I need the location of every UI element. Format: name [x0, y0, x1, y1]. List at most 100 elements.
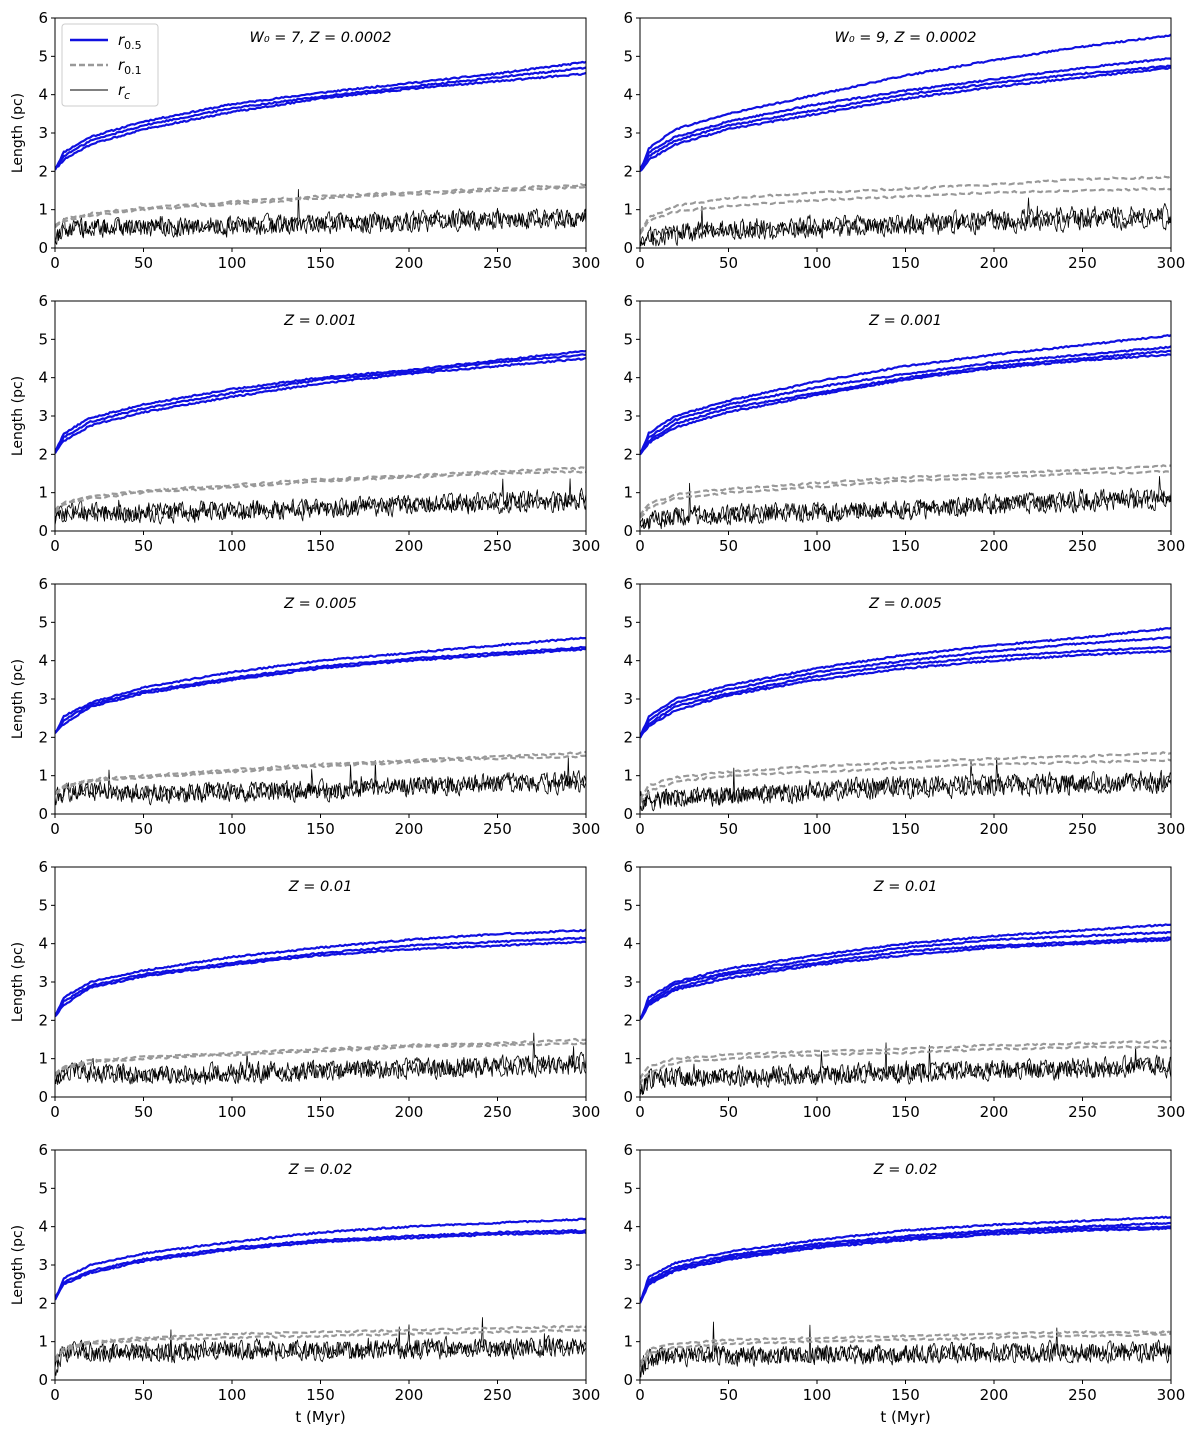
series-line-r05 [55, 60, 586, 171]
series-line-r01 [55, 185, 586, 229]
panel-title: Z = 0.02 [873, 1162, 938, 1178]
y-tick-label: 4 [38, 935, 48, 953]
x-tick-label: 200 [395, 537, 424, 555]
x-tick-label: 250 [483, 820, 512, 838]
series-line-r05 [640, 936, 1171, 1021]
plot-area [55, 1217, 586, 1376]
x-tick-label: 0 [635, 537, 645, 555]
x-axis-label: t (Myr) [880, 1408, 930, 1426]
x-tick-label: 0 [635, 1386, 645, 1404]
y-tick-label: 2 [38, 1294, 48, 1312]
y-tick-label: 6 [38, 858, 48, 876]
x-tick-label: 50 [719, 820, 738, 838]
x-tick-label: 50 [719, 1386, 738, 1404]
x-tick-label: 0 [50, 1103, 60, 1121]
y-tick-label: 2 [623, 1294, 633, 1312]
x-tick-label: 200 [395, 1386, 424, 1404]
series-line-r05 [55, 71, 586, 171]
x-tick-label: 150 [306, 1103, 335, 1121]
x-tick-label: 0 [635, 254, 645, 272]
panel-3: 0 1 2 3 4 5 6 0 50 100 150 200 250 300 Z = 0.001 Length… [10, 292, 600, 555]
series-line-r05 [640, 626, 1171, 739]
legend: r0.5 r0.1 rc [61, 23, 159, 107]
y-tick-label: 0 [623, 805, 633, 823]
series-line-r05 [640, 345, 1171, 455]
plot-area [640, 626, 1171, 812]
y-tick-label: 5 [623, 330, 633, 348]
x-tick-label: 200 [980, 254, 1009, 272]
panel-7: 0 1 2 3 4 5 6 0 50 100 150 200 250 300 Z = 0.01 Length … [10, 858, 600, 1121]
y-axis-label: Length (pc) [10, 942, 26, 1022]
series-line-r01 [55, 182, 586, 227]
series-line-rc [640, 475, 1171, 529]
x-tick-label: 200 [395, 1103, 424, 1121]
legend-box [61, 23, 159, 107]
x-tick-label: 0 [635, 820, 645, 838]
x-tick-label: 100 [218, 1386, 247, 1404]
y-tick-label: 2 [38, 445, 48, 463]
x-tick-label: 100 [218, 537, 247, 555]
y-tick-label: 0 [623, 522, 633, 540]
y-tick-label: 6 [38, 292, 48, 310]
y-tick-label: 1 [38, 1050, 48, 1068]
x-tick-label: 150 [891, 820, 920, 838]
x-tick-label: 300 [1157, 1386, 1186, 1404]
y-tick-label: 6 [623, 1141, 633, 1159]
y-tick-label: 5 [38, 896, 48, 914]
x-tick-label: 250 [1068, 1103, 1097, 1121]
series-line-rc [640, 205, 1171, 247]
y-tick-label: 0 [38, 239, 48, 257]
x-tick-label: 0 [50, 820, 60, 838]
y-tick-label: 1 [38, 201, 48, 219]
x-tick-label: 300 [572, 254, 601, 272]
y-tick-label: 4 [623, 935, 633, 953]
panel-title: Z = 0.005 [283, 596, 357, 612]
y-tick-label: 0 [623, 239, 633, 257]
series-line-r01 [55, 754, 586, 796]
panel-title: Z = 0.005 [868, 596, 942, 612]
x-tick-label: 250 [1068, 537, 1097, 555]
axes-frame [54, 866, 587, 1098]
x-tick-label: 150 [891, 1103, 920, 1121]
y-tick-label: 4 [38, 369, 48, 387]
plot-area [55, 928, 586, 1086]
x-tick-label: 50 [134, 1103, 153, 1121]
x-tick-label: 250 [483, 537, 512, 555]
x-tick-label: 100 [803, 537, 832, 555]
series-line-r01 [55, 466, 586, 512]
y-axis-label: Length (pc) [10, 659, 26, 739]
series-line-r05 [640, 930, 1171, 1021]
x-tick-label: 50 [134, 254, 153, 272]
x-tick-label: 300 [572, 537, 601, 555]
y-tick-label: 5 [38, 330, 48, 348]
y-tick-label: 5 [623, 613, 633, 631]
panel-title: Z = 0.01 [873, 879, 938, 895]
series-line-rc [55, 756, 586, 803]
y-axis-label: Length (pc) [10, 376, 26, 456]
x-tick-label: 150 [306, 1386, 335, 1404]
panel-title: Z = 0.01 [288, 879, 353, 895]
x-tick-label: 100 [803, 820, 832, 838]
series-line-r05 [640, 33, 1171, 172]
panel-6: 0 1 2 3 4 5 6 0 50 100 150 200 250 300 Z = 0.005 [623, 575, 1185, 838]
series-line-rc [55, 1326, 586, 1376]
y-tick-label: 5 [38, 47, 48, 65]
series-line-r05 [640, 1215, 1171, 1304]
legend-label-rc: rc [118, 81, 130, 102]
y-tick-label: 6 [623, 858, 633, 876]
series-line-r05 [55, 353, 586, 454]
x-tick-label: 150 [891, 1386, 920, 1404]
series-line-r05 [55, 928, 586, 1017]
panel-9: 0 1 2 3 4 5 6 0 50 100 150 200 250 300 Z = 0.02 Length … [10, 1141, 600, 1426]
x-tick-label: 200 [395, 820, 424, 838]
panel-2: 0 1 2 3 4 5 6 0 50 100 150 200 250 300 W₀ = 9, Z = 0.0… [623, 9, 1185, 272]
series-line-r05 [640, 649, 1171, 739]
series-line-r05 [55, 636, 586, 734]
x-tick-label: 100 [218, 820, 247, 838]
y-tick-label: 4 [38, 1218, 48, 1236]
y-tick-label: 6 [623, 292, 633, 310]
y-tick-label: 3 [623, 124, 633, 142]
series-line-r05 [55, 936, 586, 1017]
